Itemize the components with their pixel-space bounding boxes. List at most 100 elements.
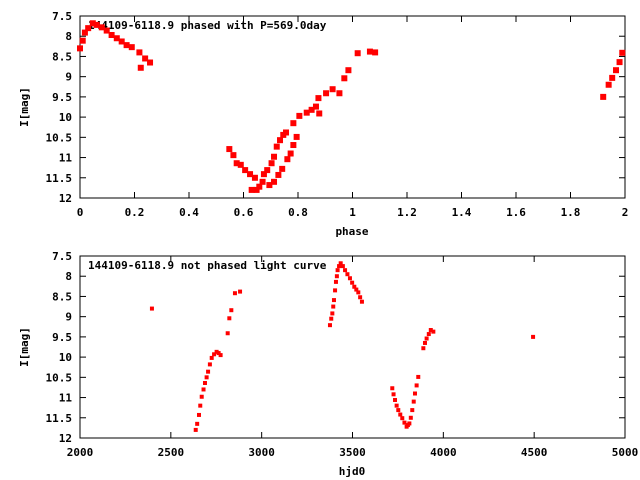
data-point [264, 167, 271, 174]
data-point [275, 171, 282, 178]
data-point [260, 171, 267, 178]
data-point [271, 153, 278, 160]
data-point [303, 109, 310, 116]
y-tick-label: 8.5 [52, 290, 72, 303]
data-point [212, 352, 217, 357]
data-point [248, 186, 255, 193]
data-point [256, 183, 263, 190]
data-point [287, 150, 294, 157]
data-point [356, 290, 361, 295]
x-tick-label: 2000 [67, 446, 94, 459]
ylabel-phased: I[mag] [18, 87, 31, 127]
data-point [390, 386, 395, 391]
data-point [335, 268, 340, 273]
data-point [312, 103, 319, 110]
data-point [284, 156, 291, 163]
data-point [330, 311, 335, 316]
data-point [118, 38, 125, 45]
data-point [329, 86, 336, 93]
data-point [268, 160, 275, 167]
data-point [209, 355, 214, 360]
data-point [251, 174, 258, 181]
data-point [407, 421, 412, 426]
data-point [204, 375, 209, 380]
data-point [345, 67, 352, 74]
y-tick-label: 10.5 [46, 131, 73, 144]
data-point [350, 280, 355, 285]
data-point [338, 261, 343, 266]
data-point [259, 178, 266, 185]
y-tick-label: 11 [59, 392, 73, 405]
xlabel-unphased: hjd0 [339, 465, 366, 478]
data-point [149, 306, 154, 311]
x-tick-label: 1.8 [561, 206, 581, 219]
phased-plot-border [79, 15, 626, 199]
data-point [359, 299, 364, 304]
data-point [421, 346, 426, 351]
data-point [271, 178, 278, 185]
y-tick-label: 8.5 [52, 50, 72, 63]
data-point [81, 29, 88, 36]
data-point [333, 288, 338, 293]
data-point [340, 264, 345, 269]
data-point [206, 369, 211, 374]
data-point [354, 287, 359, 292]
data-point [137, 64, 144, 71]
data-point [202, 380, 207, 385]
data-point [128, 44, 135, 51]
data-point [195, 421, 200, 426]
data-point [402, 420, 407, 425]
unphased-plot-title: 144109-6118.9 not phased light curve [88, 259, 327, 272]
x-tick-label: 4000 [430, 446, 457, 459]
data-point [329, 316, 334, 321]
y-tick-label: 10.5 [46, 371, 73, 384]
x-tick-label: 5000 [612, 446, 639, 459]
x-tick-label: 1 [349, 206, 356, 219]
data-point [426, 332, 431, 337]
data-point [600, 93, 607, 100]
data-point [199, 394, 204, 399]
y-tick-label: 11 [59, 152, 73, 165]
data-point [531, 334, 536, 339]
data-point [242, 167, 249, 174]
data-point [408, 415, 413, 420]
data-point [229, 308, 234, 313]
data-point [431, 329, 436, 334]
data-point [279, 165, 286, 172]
data-point [201, 387, 206, 392]
x-tick-label: 2 [622, 206, 629, 219]
data-point [136, 49, 143, 56]
y-tick-label: 10 [59, 111, 72, 124]
data-point [410, 408, 415, 413]
data-point [331, 304, 336, 309]
data-point [237, 161, 244, 168]
ylabel-unphased: I[mag] [18, 327, 31, 367]
data-point [123, 42, 130, 49]
y-tick-label: 11.5 [46, 412, 73, 425]
data-point [327, 323, 332, 328]
y-tick-label: 9 [65, 71, 72, 84]
data-point [616, 59, 623, 66]
data-point [396, 408, 401, 413]
data-point [230, 152, 237, 159]
data-point [290, 142, 297, 149]
data-point [609, 74, 616, 81]
x-tick-label: 0.8 [288, 206, 308, 219]
x-tick-label: 4500 [521, 446, 548, 459]
x-tick-label: 1.6 [506, 206, 526, 219]
data-point [253, 186, 260, 193]
data-point [98, 24, 105, 31]
y-tick-label: 11.5 [46, 172, 73, 185]
y-tick-label: 9 [65, 311, 72, 324]
data-point [85, 25, 92, 32]
data-point [605, 81, 612, 88]
x-tick-label: 0.6 [234, 206, 254, 219]
phased-light-curve-plot: I[mag] phase 0 0.2 0.4 0.6 0.8 1 1.2 1.4 1.6 1.8 2… [18, 10, 628, 238]
data-point [283, 129, 290, 136]
y-tick-label: 7.5 [52, 250, 72, 263]
data-point [331, 298, 336, 303]
xlabel-phased: phase [335, 225, 368, 238]
y-tick-label: 10 [59, 351, 72, 364]
data-point [266, 182, 273, 189]
